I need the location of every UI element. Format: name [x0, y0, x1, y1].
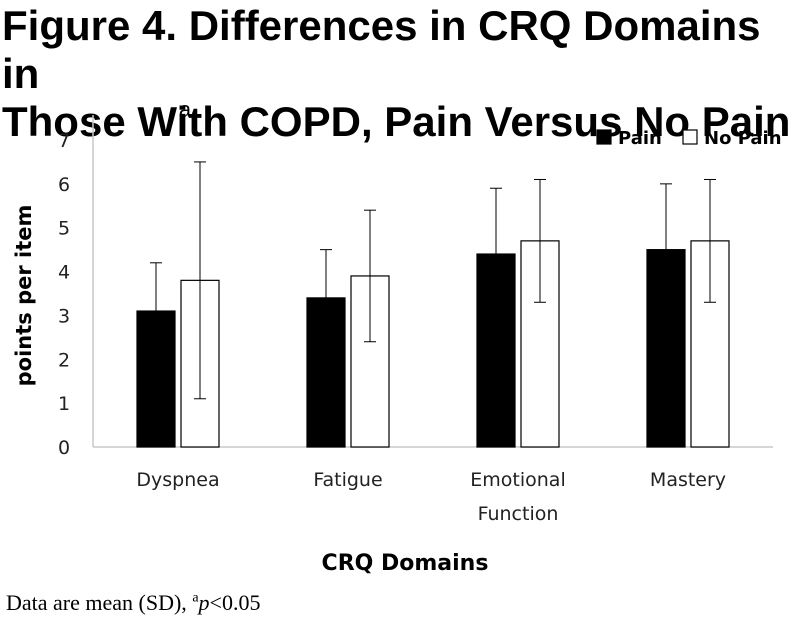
legend-label-pain: Pain [618, 128, 662, 149]
bar-pain [646, 249, 686, 448]
x-tick-label: Dyspnea [136, 469, 219, 491]
legend-swatch-no-pain [682, 129, 698, 145]
x-axis-label: CRQ Domains [322, 551, 489, 576]
caption-superscript: a [192, 590, 199, 606]
figure-title-line-2: Those With COPD, Pain Versus No Pain [2, 98, 791, 145]
x-tick-label: Function [478, 503, 559, 525]
y-tick-label: 2 [58, 349, 70, 371]
y-tick-label: 3 [58, 305, 70, 327]
y-tick-label: 6 [58, 174, 70, 196]
x-tick-label: Fatigue [313, 469, 382, 491]
y-tick-label: 1 [58, 393, 70, 415]
legend-label-no-pain: No Pain [704, 128, 782, 149]
caption-prefix: Data are mean (SD), [6, 590, 193, 615]
y-axis-label: points per item [12, 205, 36, 387]
y-tick-label: 4 [58, 262, 70, 284]
caption-suffix: <0.05 [209, 590, 261, 615]
legend-swatch-pain [596, 129, 612, 145]
significance-annotation: a [179, 97, 192, 122]
y-tick-label: 5 [58, 218, 70, 240]
figure-title: Figure 4. Differences in CRQ Domains in … [2, 2, 798, 146]
x-tick-label: Emotional [470, 469, 565, 491]
figure-caption: Data are mean (SD), ap<0.05 [6, 590, 260, 616]
y-tick-label: 7 [58, 130, 70, 152]
y-tick-label: 0 [58, 437, 70, 459]
caption-p: p [198, 590, 210, 615]
figure-title-line-1: Figure 4. Differences in CRQ Domains in [2, 2, 761, 97]
x-tick-label: Mastery [650, 469, 726, 491]
